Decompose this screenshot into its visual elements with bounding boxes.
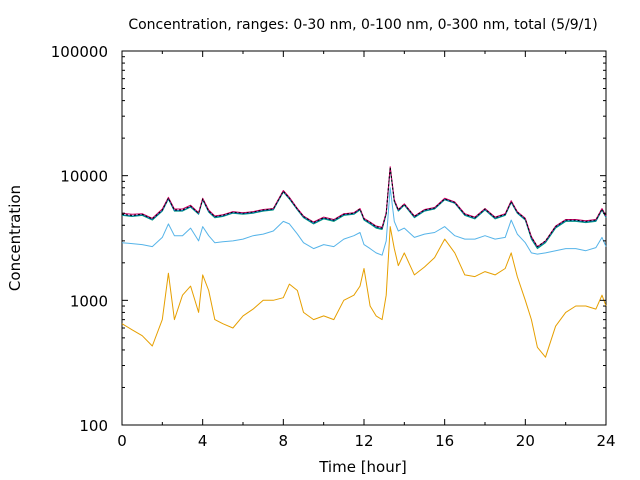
- chart-title: Concentration, ranges: 0-30 nm, 0-100 nm…: [128, 17, 597, 33]
- x-tick-label: 24: [596, 432, 615, 450]
- x-axis-label: Time [hour]: [318, 458, 407, 476]
- series-line-6: [121, 166, 607, 248]
- y-tick-label: 10000: [60, 168, 108, 186]
- y-axis-label: Concentration: [6, 185, 24, 291]
- x-tick-label: 16: [435, 432, 454, 450]
- x-axis-ticks: 0 4 8 12 16 20 24: [117, 51, 616, 450]
- x-tick-label: 8: [279, 432, 289, 450]
- series-line-2: [121, 187, 607, 256]
- plot-area: [121, 50, 607, 426]
- x-tick-label: 0: [117, 432, 127, 450]
- y-tick-label: 1000: [70, 292, 108, 310]
- x-tick-label: 4: [198, 432, 208, 450]
- x-tick-label: 20: [516, 432, 535, 450]
- series-line-4: [121, 167, 607, 249]
- series-layer: [121, 166, 607, 358]
- x-tick-label: 12: [354, 432, 373, 450]
- plot-frame: [121, 50, 607, 426]
- y-tick-label: 100000: [51, 43, 108, 61]
- y-axis-ticks: 100 1000 10000 100000: [51, 43, 606, 435]
- y-tick-label: 100: [79, 417, 108, 435]
- series-line-1: [121, 226, 607, 358]
